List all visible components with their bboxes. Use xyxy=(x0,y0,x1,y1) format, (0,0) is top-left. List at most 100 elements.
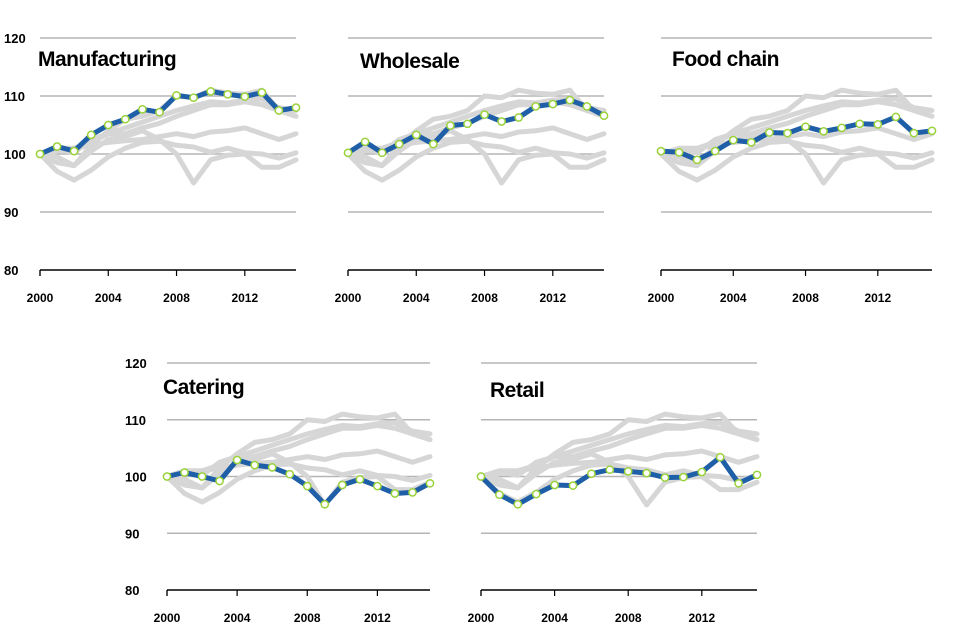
x-tick-label: 2004 xyxy=(720,291,747,305)
data-point xyxy=(103,120,113,130)
data-point xyxy=(394,139,404,149)
data-point xyxy=(679,472,688,482)
data-point xyxy=(568,481,578,490)
x-tick-label: 2000 xyxy=(335,291,362,305)
data-point xyxy=(86,130,96,140)
data-point xyxy=(697,467,707,477)
data-point xyxy=(605,465,615,475)
data-point xyxy=(373,481,382,491)
panel-retail: 2000 2004 2008 2012 Retail xyxy=(468,362,762,625)
data-point xyxy=(223,89,233,99)
background-series-line xyxy=(345,138,607,183)
x-tick-label: 2008 xyxy=(294,611,321,625)
data-point xyxy=(891,112,901,122)
panel-manufacturing: 2000 2004 2008 2012 80 90 100 110 120 Manufacturi… xyxy=(4,31,301,305)
data-point xyxy=(927,126,937,136)
y-tick-label: 90 xyxy=(4,205,18,220)
data-point xyxy=(285,469,295,479)
x-tick-label: 2008 xyxy=(792,291,819,305)
data-point xyxy=(783,128,792,138)
panel-title: Wholesale xyxy=(360,50,459,73)
data-point xyxy=(623,467,633,476)
data-point xyxy=(855,119,865,129)
x-tick-label: 2000 xyxy=(27,291,54,305)
data-point xyxy=(302,481,312,491)
data-point xyxy=(801,122,810,132)
data-point xyxy=(674,147,684,157)
data-point xyxy=(873,120,883,129)
x-tick-label: 2012 xyxy=(364,611,391,625)
data-point xyxy=(206,87,216,96)
data-point xyxy=(411,130,421,140)
data-point xyxy=(172,91,181,100)
data-point xyxy=(531,489,541,499)
data-point xyxy=(138,104,147,114)
panel-title: Catering xyxy=(163,376,244,399)
data-point xyxy=(548,99,558,109)
data-point xyxy=(495,490,504,500)
data-point xyxy=(35,149,45,159)
data-point xyxy=(69,146,79,156)
data-point xyxy=(642,468,651,478)
series-line xyxy=(346,97,606,156)
series-line xyxy=(166,457,432,507)
data-point xyxy=(343,148,353,158)
data-point xyxy=(189,93,198,103)
data-point xyxy=(425,478,435,488)
x-tick-label: 2004 xyxy=(541,611,568,625)
data-point xyxy=(656,146,666,156)
data-point xyxy=(513,499,523,509)
data-point xyxy=(180,468,189,477)
y-tick-label: 100 xyxy=(4,147,26,162)
data-point xyxy=(587,469,596,479)
data-point xyxy=(752,470,762,480)
x-tick-label: 2012 xyxy=(864,291,891,305)
x-tick-label: 2004 xyxy=(224,611,251,625)
data-point xyxy=(155,107,164,117)
x-tick-label: 2000 xyxy=(154,611,181,625)
data-point xyxy=(715,452,725,462)
data-point xyxy=(514,113,524,122)
data-point xyxy=(550,480,559,490)
series-line xyxy=(479,454,759,507)
data-point xyxy=(162,472,172,481)
data-point xyxy=(837,123,847,133)
x-tick-label: 2008 xyxy=(163,291,190,305)
background-series-line xyxy=(478,448,760,479)
y-tick-label: 120 xyxy=(125,356,147,371)
data-point xyxy=(819,127,828,136)
y-tick-label: 90 xyxy=(125,526,139,541)
data-point xyxy=(240,92,250,101)
data-point xyxy=(734,478,743,488)
data-point xyxy=(531,102,541,111)
data-point xyxy=(291,103,301,112)
x-tick-label: 2012 xyxy=(231,291,258,305)
panel-wholesale: 2000 2004 2008 2012 Wholesale xyxy=(335,37,609,305)
x-tick-label: 2008 xyxy=(471,291,498,305)
data-point xyxy=(197,472,207,481)
data-point xyxy=(428,139,438,149)
data-point xyxy=(710,146,720,156)
y-tick-label: 110 xyxy=(4,89,25,104)
background-series-line xyxy=(658,138,935,183)
data-point xyxy=(463,119,472,129)
panel-food-chain: 2000 2004 2008 2012 Food chain xyxy=(648,37,937,305)
background-series-line xyxy=(658,125,935,157)
data-point xyxy=(565,95,575,105)
data-point xyxy=(728,135,738,145)
x-tick-label: 2012 xyxy=(688,611,715,625)
x-tick-label: 2008 xyxy=(615,611,642,625)
data-point xyxy=(476,472,486,481)
data-point xyxy=(765,128,774,137)
data-point xyxy=(267,463,277,472)
data-point xyxy=(599,111,609,121)
data-point xyxy=(120,114,130,124)
x-tick-label: 2012 xyxy=(539,291,566,305)
background-series-line xyxy=(478,411,760,491)
x-tick-label: 2000 xyxy=(648,291,675,305)
data-point xyxy=(232,455,242,465)
data-point xyxy=(320,499,330,509)
panel-catering: 2000 2004 2008 2012 80 90 100 110 120 Catering xyxy=(125,356,435,625)
